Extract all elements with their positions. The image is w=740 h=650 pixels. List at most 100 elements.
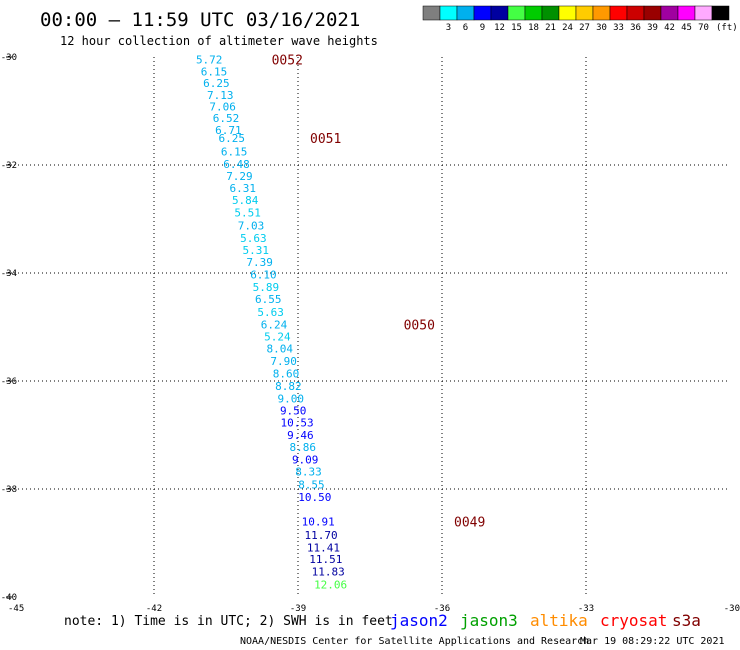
wave-height-label: 6.25 xyxy=(203,77,230,90)
wave-height-label: 7.03 xyxy=(238,219,265,232)
colorbar-tick-label: 45 xyxy=(681,23,692,33)
pass-time-label: 0049 xyxy=(454,515,485,530)
wave-height-label: 5.84 xyxy=(232,194,259,207)
wave-height-label: 9.46 xyxy=(287,429,314,442)
colorbar-swatch xyxy=(626,5,645,21)
y-tick-label: -32 xyxy=(1,161,17,171)
wave-height-label: 8.33 xyxy=(295,466,322,479)
pass-time-labels: 0052 0051 0050 0049 xyxy=(272,54,486,531)
wave-height-label: 7.13 xyxy=(207,89,234,102)
wave-height-label: 5.24 xyxy=(264,331,291,344)
legend-entry: jason3 xyxy=(460,611,518,630)
wave-height-label: 10.50 xyxy=(298,491,331,504)
colorbar-tick-label: 36 xyxy=(630,23,641,33)
legend-entry: cryosat xyxy=(600,611,667,630)
x-tick-label: -45 xyxy=(8,604,24,614)
colorbar-unit: (ft) xyxy=(716,23,738,33)
wave-height-label: 7.06 xyxy=(209,101,236,114)
wave-height-label: 11.51 xyxy=(309,553,342,566)
wave-height-label: 11.41 xyxy=(307,541,340,554)
pass-time-label: 0051 xyxy=(310,132,341,147)
wave-height-label: 5.31 xyxy=(243,244,270,257)
colorbar-swatch xyxy=(575,5,594,21)
colorbar-tick-label: 30 xyxy=(596,23,607,33)
colorbar-swatch xyxy=(439,5,458,21)
footer-credit: NOAA/NESDIS Center for Satellite Applica… xyxy=(240,636,589,647)
colorbar-swatch xyxy=(609,5,628,21)
legend-entry: altika xyxy=(530,611,588,630)
wave-height-label: 9.50 xyxy=(280,405,307,418)
wave-height-label: 6.55 xyxy=(255,293,282,306)
wave-height-label: 8.04 xyxy=(267,343,294,356)
legend-entry: jason2 xyxy=(390,611,448,630)
wave-height-label: 8.82 xyxy=(275,380,302,393)
y-tick-label: -30 xyxy=(1,53,17,63)
wave-height-label: 8.55 xyxy=(298,479,325,492)
wave-height-label: 11.83 xyxy=(312,566,345,579)
pass-time-label: 0052 xyxy=(272,54,303,69)
footer-note: note: 1) Time is in UTC; 2) SWH is in fe… xyxy=(64,614,393,629)
wave-height-label: 7.90 xyxy=(270,355,297,368)
colorbar-swatch xyxy=(524,5,543,21)
chart-subtitle: 12 hour collection of altimeter wave hei… xyxy=(60,34,378,48)
colorbar-swatch xyxy=(541,5,560,21)
wave-height-label: 6.71 xyxy=(215,124,242,137)
wave-height-label: 6.52 xyxy=(213,112,240,125)
colorbar-swatch xyxy=(473,5,492,21)
wave-height-label: 6.10 xyxy=(250,269,277,282)
wave-height-label: 6.48 xyxy=(223,158,250,171)
satellite-legend: jason2 jason3 altika cryosat s3a xyxy=(390,611,701,630)
wave-height-label: 7.29 xyxy=(226,170,253,183)
colorbar-tick-label: 21 xyxy=(545,23,556,33)
x-tick-label: -33 xyxy=(578,604,594,614)
colorbar-swatch xyxy=(558,5,577,21)
y-tick-label: -36 xyxy=(1,377,17,387)
colorbar-tick-label: 3 xyxy=(446,23,451,33)
y-tick-label: -38 xyxy=(1,485,17,495)
colorbar-tick-label: 12 xyxy=(494,23,505,33)
x-tick-label: -36 xyxy=(434,604,450,614)
colorbar-swatch xyxy=(507,5,526,21)
pass-time-label: 0050 xyxy=(404,318,435,333)
wave-height-label: 6.15 xyxy=(201,66,228,79)
footer-timestamp: Mar 19 08:29:22 UTC 2021 xyxy=(580,636,725,647)
chart-title: 00:00 – 11:59 UTC 03/16/2021 xyxy=(40,9,360,31)
wave-height-points: 5.726.156.257.137.066.526.716.256.156.48… xyxy=(196,54,347,592)
wave-height-label: 6.31 xyxy=(230,182,257,195)
colorbar-swatch xyxy=(711,5,730,21)
wave-height-label: 9.00 xyxy=(278,392,305,405)
wave-height-label: 7.39 xyxy=(246,256,273,269)
wave-height-label: 9.09 xyxy=(292,453,319,466)
wave-height-label: 5.89 xyxy=(253,281,280,294)
colorbar-tick-label: 27 xyxy=(579,23,590,33)
colorbar-tick-label: 6 xyxy=(463,23,468,33)
colorbar-swatch xyxy=(422,5,441,21)
colorbar-tick-label: 9 xyxy=(480,23,485,33)
plot-axes: -30 -32 -34 -36 -38 -40-45 -42 -39 -36 -33 -30 xyxy=(1,53,740,614)
wave-height-label: 5.63 xyxy=(257,306,284,319)
colorbar-swatch xyxy=(592,5,611,21)
wave-height-label: 6.25 xyxy=(219,132,246,145)
colorbar-swatch xyxy=(490,5,509,21)
wave-height-label: 5.72 xyxy=(196,54,223,67)
colorbar-tick-label: 15 xyxy=(511,23,522,33)
colorbar-tick-label: 42 xyxy=(664,23,675,33)
wave-height-label: 8.86 xyxy=(290,441,317,454)
colorbar-swatch xyxy=(660,5,679,21)
wave-height-label: 6.24 xyxy=(261,318,288,331)
x-tick-label: -39 xyxy=(290,604,306,614)
wave-height-label: 11.70 xyxy=(304,529,337,542)
y-tick-label: -34 xyxy=(1,269,17,279)
colorbar-tick-label: 24 xyxy=(562,23,573,33)
x-tick-label: -30 xyxy=(724,604,740,614)
wave-height-label: 6.15 xyxy=(221,146,248,159)
colorbar-tick-label: 18 xyxy=(528,23,539,33)
wave-height-label: 10.53 xyxy=(280,417,313,430)
colorbar-swatch xyxy=(694,5,713,21)
colorbar-tick-label: 39 xyxy=(647,23,658,33)
colorbar-tick-label: 70 xyxy=(698,23,709,33)
plot-grid xyxy=(10,57,730,597)
colorbar-swatch xyxy=(677,5,696,21)
colorbar-tick-label: 33 xyxy=(613,23,624,33)
